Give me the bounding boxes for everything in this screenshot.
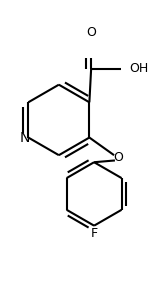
Text: O: O (86, 26, 96, 39)
Text: N: N (20, 131, 30, 145)
Text: OH: OH (129, 62, 148, 75)
Text: F: F (91, 226, 98, 240)
Text: O: O (113, 151, 123, 164)
